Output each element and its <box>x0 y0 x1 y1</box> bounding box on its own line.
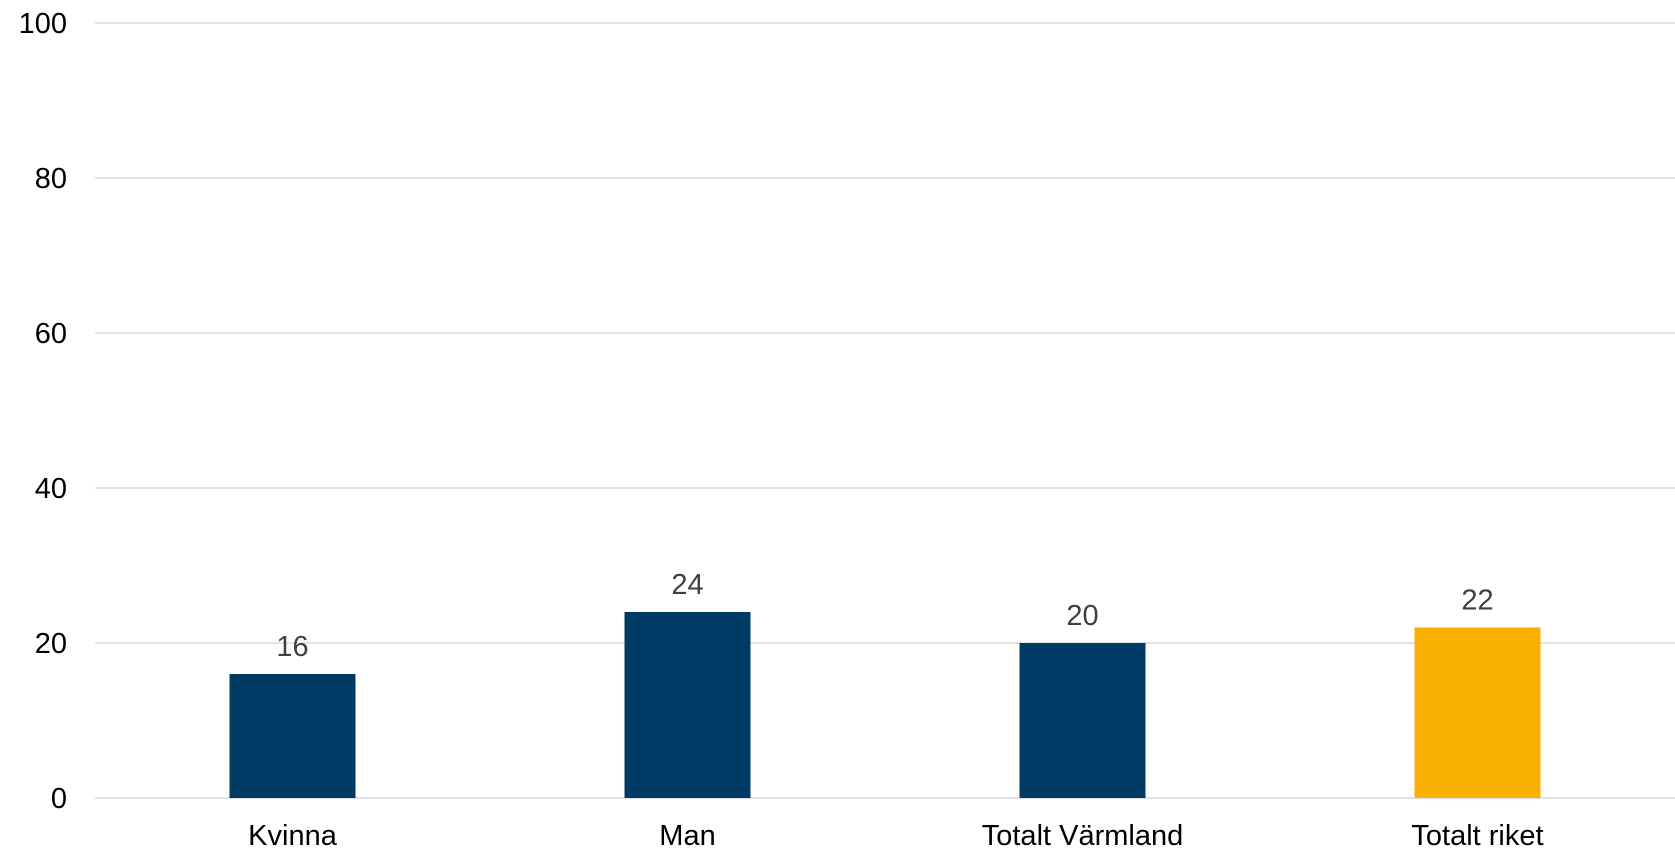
data-labels: 16 24 20 22 <box>276 569 1493 663</box>
y-tick-label: 80 <box>35 163 67 195</box>
data-label: 20 <box>1066 600 1098 632</box>
y-tick-label: 60 <box>35 318 67 350</box>
bar <box>624 612 751 798</box>
data-label: 16 <box>276 631 308 663</box>
x-tick-label: Kvinna <box>248 820 338 851</box>
data-label: 22 <box>1461 585 1493 617</box>
data-label: 24 <box>671 569 703 601</box>
bar <box>1414 627 1541 798</box>
y-axis-tick-labels: 0 20 40 60 80 100 <box>19 8 67 815</box>
bars <box>229 612 1541 798</box>
bar <box>1019 643 1146 798</box>
y-tick-label: 20 <box>35 628 67 660</box>
x-tick-label: Totalt riket <box>1411 820 1543 851</box>
x-tick-label: Man <box>659 820 715 851</box>
x-axis-tick-labels: Kvinna Man Totalt Värmland Totalt riket <box>248 820 1543 851</box>
gridlines <box>95 22 1675 799</box>
y-tick-label: 40 <box>35 473 67 505</box>
x-tick-label: Totalt Värmland <box>982 820 1184 851</box>
y-tick-label: 0 <box>51 783 67 815</box>
bar <box>229 674 356 798</box>
y-tick-label: 100 <box>19 8 67 40</box>
